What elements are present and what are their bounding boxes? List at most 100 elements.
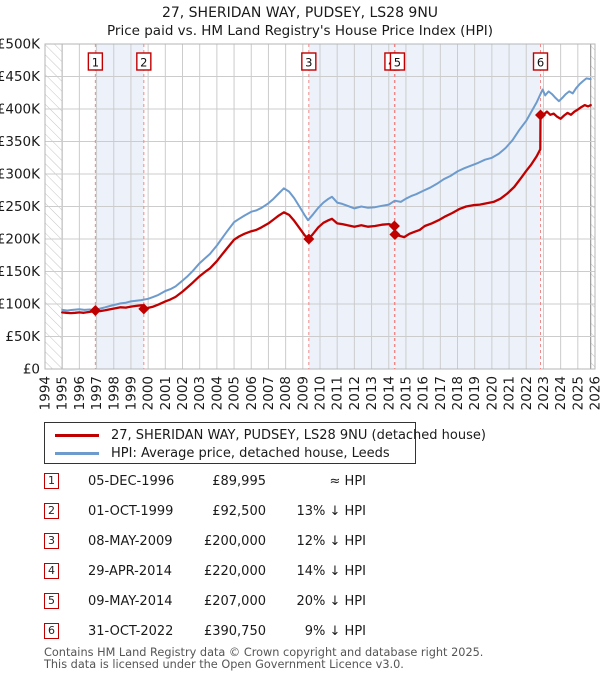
sale-marker [535, 109, 547, 121]
x-axis-label: 2018 [450, 376, 466, 410]
transaction-price: £92,500 [212, 504, 266, 519]
sale-marker [303, 233, 315, 245]
y-axis-label: £150K [0, 264, 41, 280]
sale-marker [388, 220, 400, 232]
y-axis-label: £350K [0, 134, 41, 150]
transaction-number: 6 [44, 623, 59, 639]
transaction-hpi-diff: ≈ HPI [329, 474, 366, 489]
transaction-hpi-diff: 20% ↓ HPI [296, 594, 366, 609]
x-axis-label: 2000 [141, 376, 157, 410]
sale-marker [138, 303, 150, 315]
footer-line-2: This data is licensed under the Open Gov… [44, 657, 404, 671]
x-axis-label: 2010 [313, 376, 329, 410]
transaction-price: £89,995 [212, 474, 266, 489]
sale-number-box [532, 52, 549, 71]
transaction-row: 2 01-OCT-1999 £92,500 13% ↓ HPI [44, 503, 554, 520]
x-axis-label: 2003 [192, 376, 208, 410]
x-axis-label: 2001 [158, 376, 174, 410]
x-axis-label: 2002 [175, 376, 191, 410]
x-axis-label: 1996 [72, 376, 88, 410]
transaction-date: 31-OCT-2022 [88, 624, 174, 639]
transaction-number: 3 [44, 533, 59, 549]
sale-number-label: 2 [140, 56, 147, 70]
transaction-date: 05-DEC-1996 [88, 474, 175, 489]
transaction-hpi-diff: 9% ↓ HPI [304, 624, 366, 639]
x-axis-label: 2023 [536, 376, 552, 410]
transaction-price: £220,000 [203, 564, 266, 579]
transaction-date: 29-APR-2014 [88, 564, 172, 579]
transaction-date: 01-OCT-1999 [88, 504, 174, 519]
x-axis-label: 2011 [330, 376, 346, 410]
chart-legend: 27, SHERIDAN WAY, PUDSEY, LS28 9NU (deta… [44, 422, 486, 464]
transaction-number: 2 [44, 503, 59, 519]
y-axis-label: £400K [0, 102, 41, 118]
y-axis-label: £300K [0, 167, 41, 183]
x-axis-label: 2016 [416, 376, 432, 410]
hpi-line [61, 77, 592, 312]
plot-border [44, 43, 596, 370]
hpi-line-swatch [55, 451, 99, 455]
x-axis-label: 1994 [38, 376, 54, 410]
y-axis-label: £100K [0, 297, 41, 313]
page-subtitle: Price paid vs. HM Land Registry's House … [107, 23, 493, 39]
transaction-number: 1 [44, 473, 59, 489]
transaction-number: 4 [44, 563, 59, 579]
x-axis-label: 2014 [381, 376, 397, 410]
x-axis-label: 2022 [519, 376, 535, 410]
transaction-hpi-diff: 13% ↓ HPI [296, 504, 366, 519]
legend-item: 27, SHERIDAN WAY, PUDSEY, LS28 9NU (deta… [55, 426, 486, 444]
footer-line-1: Contains HM Land Registry data © Crown c… [44, 646, 484, 659]
x-axis-label: 2005 [227, 376, 243, 410]
sale-marker [89, 305, 101, 316]
x-axis-label: 1995 [55, 376, 71, 410]
transaction-price: £200,000 [203, 534, 266, 549]
x-axis-label: 2008 [278, 376, 294, 410]
y-axis-label: £0 [23, 362, 40, 378]
transaction-price: £207,000 [203, 594, 266, 609]
x-axis-label: 2017 [433, 376, 449, 410]
x-axis-label: 2021 [502, 376, 518, 410]
sale-number-box [136, 52, 152, 71]
transaction-hpi-diff: 12% ↓ HPI [296, 534, 366, 549]
sale-number-box [301, 52, 317, 71]
transaction-date: 09-MAY-2014 [88, 594, 173, 609]
legend-label: HPI: Average price, detached house, Leed… [111, 445, 390, 461]
x-axis-label: 2026 [588, 376, 600, 410]
x-axis-label: 2024 [553, 376, 569, 410]
page-title: 27, SHERIDAN WAY, PUDSEY, LS28 9NU [161, 5, 439, 21]
x-axis-label: 2015 [398, 376, 414, 410]
x-axis-label: 2013 [364, 376, 380, 410]
x-axis-label: 2012 [347, 376, 363, 410]
x-axis-label: 2025 [570, 376, 586, 410]
sale-marker [389, 228, 401, 240]
x-axis-label: 2006 [244, 376, 260, 410]
price-line-swatch [55, 433, 99, 437]
transaction-row: 3 08-MAY-2009 £200,000 12% ↓ HPI [44, 533, 554, 550]
price-chart: 123456£0£50K£100K£150K£200K£250K£300K£35… [0, 37, 600, 411]
x-axis-label: 2019 [467, 376, 483, 410]
y-axis-label: £200K [0, 232, 41, 248]
transaction-date: 08-MAY-2009 [88, 534, 173, 549]
sale-number-box [87, 52, 104, 71]
license-footer: Contains HM Land Registry data © Crown c… [44, 647, 483, 670]
y-axis-label: £50K [5, 329, 41, 345]
x-axis-label: 1998 [106, 376, 122, 410]
x-axis-label: 1999 [123, 376, 139, 410]
transaction-row: 1 05-DEC-1996 £89,995 ≈ HPI [44, 473, 554, 490]
sale-number-label: 5 [394, 56, 401, 70]
x-axis-label: 2020 [484, 376, 500, 410]
x-axis-label: 2007 [261, 376, 277, 410]
y-axis-label: £500K [0, 37, 41, 53]
x-axis-label: 1997 [89, 376, 105, 410]
legend-label: 27, SHERIDAN WAY, PUDSEY, LS28 9NU (deta… [111, 427, 486, 443]
y-axis-label: £450K [0, 69, 41, 85]
transaction-row: 4 29-APR-2014 £220,000 14% ↓ HPI [44, 563, 554, 580]
sale-number-box [389, 52, 406, 71]
transaction-hpi-diff: 14% ↓ HPI [296, 564, 366, 579]
sale-number-label: 6 [537, 56, 544, 70]
y-axis-label: £250K [0, 199, 41, 215]
transaction-row: 6 31-OCT-2022 £390,750 9% ↓ HPI [44, 623, 554, 640]
transaction-number: 5 [44, 593, 59, 609]
x-axis-label: 2009 [295, 376, 311, 410]
x-axis-label: 2004 [209, 376, 225, 410]
